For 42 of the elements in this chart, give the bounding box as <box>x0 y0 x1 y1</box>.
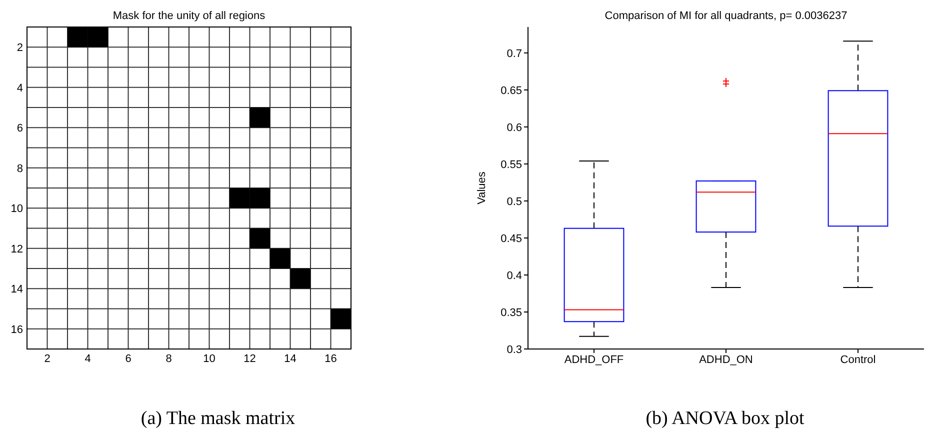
x-tick-label: 2 <box>44 352 50 365</box>
y-tick-label: 2 <box>16 42 23 54</box>
y-tick-label: 10 <box>10 203 23 216</box>
chart-title: Mask for the unity of all regions <box>112 10 266 22</box>
x-tick-label: 4 <box>84 352 91 365</box>
y-tick-label: 0.3 <box>506 344 522 356</box>
y-axis-title: Values <box>476 171 488 204</box>
chart-title: Comparison of MI for all quadrants, p= 0.0036237 <box>604 10 848 22</box>
x-tick-label: 8 <box>166 352 172 365</box>
y-tick-label: 4 <box>16 82 23 94</box>
point <box>250 228 270 248</box>
y-tick-label: 14 <box>10 284 23 296</box>
point <box>330 308 351 329</box>
text: (a) The mask matrix <box>140 408 296 430</box>
point <box>68 27 88 48</box>
y-tick-label: 0.45 <box>500 232 522 245</box>
x-tick-label: 16 <box>324 352 337 365</box>
y-tick-label: 0.5 <box>506 196 522 208</box>
point <box>230 188 250 208</box>
point <box>290 268 310 289</box>
x-tick-label: Control <box>840 354 876 366</box>
y-tick-label: 8 <box>16 162 23 175</box>
x-tick-label: 12 <box>244 352 256 365</box>
y-tick-label: 12 <box>10 243 23 256</box>
y-tick-label: 0.55 <box>500 158 522 171</box>
x-tick-label: ADHD_OFF <box>564 354 624 366</box>
text: (b) ANOVA box plot <box>644 408 806 430</box>
point <box>88 27 108 48</box>
y-tick-label: 0.7 <box>506 48 522 60</box>
point <box>270 248 290 268</box>
x-tick-label: ADHD_ON <box>699 354 753 366</box>
point <box>250 108 270 128</box>
y-tick-label: 6 <box>16 122 23 135</box>
y-tick-label: 0.65 <box>500 84 522 97</box>
y-tick-label: 0.6 <box>506 122 522 134</box>
x-tick-label: 6 <box>125 352 132 365</box>
y-tick-label: 0.35 <box>500 306 522 319</box>
y-tick-label: 0.4 <box>506 270 522 282</box>
x-tick-label: 10 <box>203 352 216 365</box>
x-tick-label: 14 <box>284 352 296 365</box>
y-tick-label: 16 <box>10 324 23 336</box>
point <box>250 188 270 208</box>
